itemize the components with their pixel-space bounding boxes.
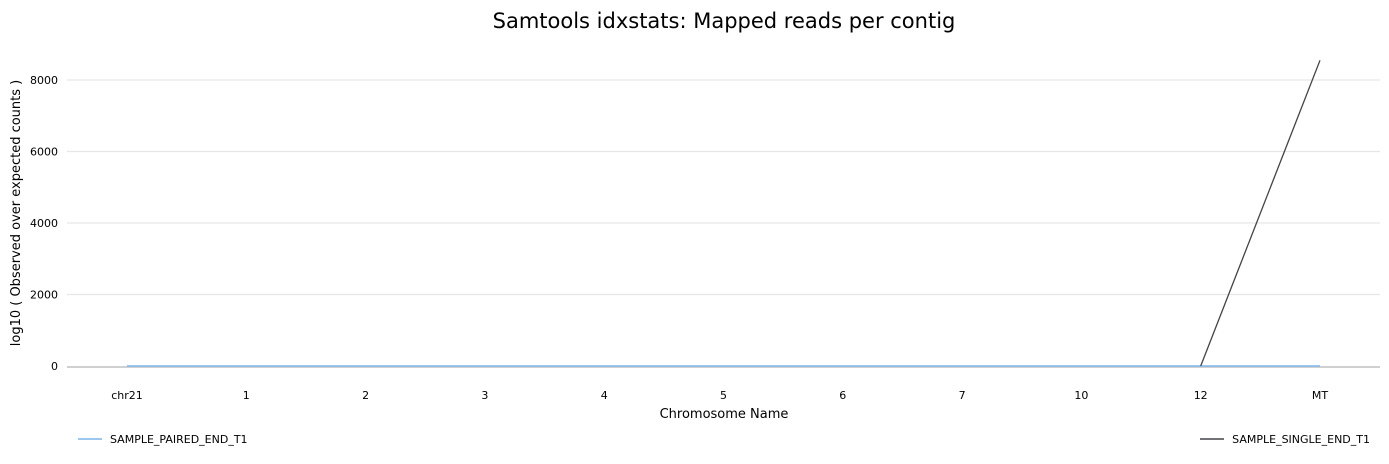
series-lines: [127, 60, 1321, 367]
chart-title: Samtools idxstats: Mapped reads per cont…: [493, 9, 956, 33]
legend[interactable]: SAMPLE_PAIRED_END_T1 SAMPLE_SINGLE_END_T1: [78, 433, 1370, 446]
y-tick-label: 8000: [30, 74, 58, 87]
x-tick-label: 10: [1074, 389, 1088, 402]
x-tick-label: 5: [720, 389, 727, 402]
y-tick-label: 4000: [30, 217, 58, 230]
y-tick-label: 6000: [30, 146, 58, 159]
series-line-2[interactable]: [1200, 60, 1321, 367]
x-tick-label: 4: [601, 389, 608, 402]
y-tick-label: 0: [51, 360, 58, 373]
x-tick-label: 7: [959, 389, 966, 402]
x-tick-label: MT: [1312, 389, 1328, 402]
x-tick-label: 6: [839, 389, 846, 402]
x-tick-label: 2: [362, 389, 369, 402]
x-tick-label: 12: [1194, 389, 1208, 402]
y-axis-label: log10 ( Observed over expected counts ): [9, 80, 24, 347]
y-axis-ticks: 0 2000 4000 6000 8000: [30, 74, 58, 373]
legend-item[interactable]: SAMPLE_SINGLE_END_T1: [1200, 433, 1370, 446]
x-axis-label: Chromosome Name: [660, 407, 789, 422]
legend-label: SAMPLE_SINGLE_END_T1: [1232, 433, 1370, 446]
legend-item[interactable]: SAMPLE_PAIRED_END_T1: [78, 433, 248, 446]
x-tick-label: chr21: [111, 389, 143, 402]
y-tick-label: 2000: [30, 289, 58, 302]
legend-label: SAMPLE_PAIRED_END_T1: [110, 433, 248, 446]
x-tick-label: 1: [243, 389, 250, 402]
x-axis-ticks: chr21 1 2 3 4 5 6 7 10 12 MT: [111, 389, 1328, 402]
x-tick-label: 3: [481, 389, 488, 402]
grid-lines: [67, 79, 1380, 296]
